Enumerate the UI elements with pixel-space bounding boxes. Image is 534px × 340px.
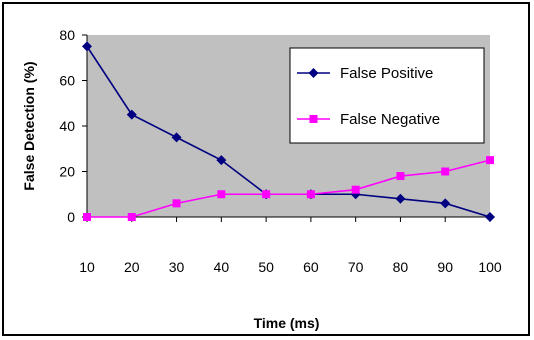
x-tick-label: 100 — [478, 259, 502, 275]
data-point — [485, 212, 495, 222]
x-tick-label: 10 — [79, 259, 95, 275]
data-point — [262, 190, 271, 199]
data-point — [83, 213, 91, 221]
y-tick-label: 60 — [59, 73, 75, 89]
legend-label: False Positive — [340, 65, 433, 82]
x-tick-label: 20 — [124, 259, 140, 275]
data-point — [440, 198, 451, 209]
x-tick-label: 70 — [348, 259, 364, 275]
data-point — [441, 167, 450, 176]
data-point — [172, 199, 181, 208]
x-tick-label: 40 — [214, 259, 230, 275]
data-point — [351, 185, 360, 194]
data-point — [486, 156, 494, 165]
x-tick-label: 50 — [258, 259, 274, 275]
data-point — [216, 155, 227, 166]
legend-label: False Negative — [340, 111, 440, 128]
legend: False Positive False Negative — [289, 47, 485, 144]
y-tick-label: 0 — [67, 209, 75, 225]
data-point — [396, 172, 405, 181]
data-point — [217, 190, 226, 199]
data-point — [395, 193, 406, 204]
data-point — [306, 190, 315, 199]
y-tick-label: 20 — [59, 164, 75, 180]
x-axis-title: Time (ms) — [254, 315, 320, 331]
legend-box — [289, 47, 485, 144]
data-point — [126, 109, 137, 120]
series-2 — [83, 156, 494, 221]
legend-entry: False Negative — [297, 111, 440, 128]
y-axis: 0 20 40 60 80 — [59, 27, 88, 225]
legend-entry: False Positive — [297, 65, 433, 82]
y-tick-label: 40 — [59, 118, 75, 134]
data-point — [82, 41, 92, 52]
data-point — [127, 213, 136, 221]
series-layer — [82, 41, 495, 222]
data-point — [171, 132, 182, 143]
x-axis: 10 20 30 40 50 60 70 80 90 100 — [79, 216, 502, 275]
y-tick-label: 80 — [59, 27, 75, 43]
x-tick-label: 90 — [437, 259, 453, 275]
legend-marker — [309, 115, 318, 123]
x-tick-label: 80 — [393, 259, 409, 275]
series-line — [87, 159, 491, 218]
legend-marker — [308, 68, 319, 78]
x-tick-label: 30 — [169, 259, 185, 275]
x-tick-label: 60 — [303, 259, 319, 275]
y-axis-title: False Detection (%) — [21, 61, 37, 190]
